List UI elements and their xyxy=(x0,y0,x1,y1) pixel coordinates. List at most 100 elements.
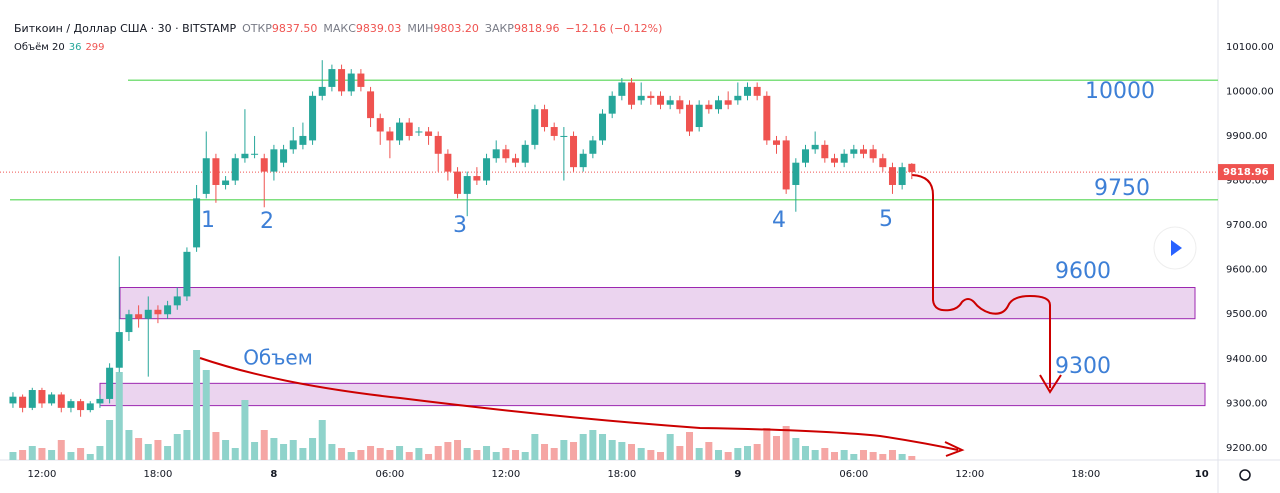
volume-bar xyxy=(512,450,520,460)
candle-body xyxy=(879,158,887,168)
last-price-box xyxy=(1218,164,1274,181)
x-tick-label: 06:00 xyxy=(375,469,404,480)
volume-bar xyxy=(850,454,858,460)
candle-body xyxy=(782,140,790,190)
candle-body xyxy=(309,95,317,141)
volume-bar xyxy=(434,446,442,460)
candle-body xyxy=(318,86,326,96)
volume-bar xyxy=(715,450,723,460)
y-tick-label: 10000.00 xyxy=(1226,86,1274,97)
volume-bar xyxy=(811,450,819,460)
annotation: 10000 xyxy=(1085,79,1155,104)
candle-body xyxy=(19,396,27,408)
candle-body xyxy=(744,86,752,96)
candle-body xyxy=(28,390,36,408)
candle-body xyxy=(811,144,819,150)
candle-body xyxy=(512,158,520,163)
volume-bar xyxy=(96,446,104,460)
candle-body xyxy=(289,140,297,150)
candle-body xyxy=(830,158,838,163)
candle-body xyxy=(144,309,152,319)
candle-body xyxy=(763,95,771,141)
volume-bar xyxy=(898,454,906,460)
y-tick-label: 9600.00 xyxy=(1226,265,1267,276)
volume-bar xyxy=(231,448,239,460)
candle-body xyxy=(599,113,607,141)
candle-body xyxy=(77,401,85,411)
volume-bar xyxy=(299,448,307,460)
candle-body xyxy=(628,82,636,105)
annotation: 9300 xyxy=(1055,354,1111,379)
play-icon[interactable] xyxy=(1171,240,1182,256)
candle-body xyxy=(473,176,481,181)
y-tick-label: 9900.00 xyxy=(1226,131,1267,142)
candle-body xyxy=(483,158,491,181)
annotation: Объем xyxy=(243,346,313,370)
candle-body xyxy=(560,135,568,137)
volume-bar xyxy=(628,444,636,460)
price-zone xyxy=(119,287,1196,320)
x-tick-label: 10 xyxy=(1195,469,1209,480)
volume-bar xyxy=(280,444,288,460)
volume-bar xyxy=(289,440,297,460)
x-tick-label: 12:00 xyxy=(28,469,57,480)
volume-bar xyxy=(772,436,780,460)
symbol: Биткоин / Доллар США · 30 · BITSTAMP xyxy=(14,22,237,35)
settings-icon[interactable] xyxy=(1239,469,1251,481)
volume-bar xyxy=(792,438,800,460)
candle-body xyxy=(231,158,239,181)
volume-bar xyxy=(260,430,268,460)
candle-body xyxy=(695,104,703,128)
volume-bar xyxy=(840,450,848,460)
x-tick-label: 06:00 xyxy=(839,469,868,480)
volume-bar xyxy=(869,452,877,460)
candle-body xyxy=(434,135,442,154)
volume-bar xyxy=(357,450,365,460)
volume-bar xyxy=(28,446,36,460)
candle-body xyxy=(637,95,645,101)
candle-body xyxy=(154,309,162,315)
candle-body xyxy=(38,390,46,404)
candle-body xyxy=(106,367,114,399)
candle-body xyxy=(173,296,181,306)
candle-body xyxy=(705,104,713,110)
candle-body xyxy=(531,109,539,145)
candle-body xyxy=(425,131,433,136)
volume-bar xyxy=(618,442,626,460)
volume-bar xyxy=(676,446,684,460)
volume-bar xyxy=(502,448,510,460)
volume-bar xyxy=(367,446,375,460)
volume-bar xyxy=(830,452,838,460)
volume-bar xyxy=(473,450,481,460)
volume-bar xyxy=(57,440,65,460)
ohlc-value: 9803.20 xyxy=(433,22,479,35)
volume-trend-arrow xyxy=(199,357,965,457)
volume-bar xyxy=(77,448,85,460)
candle-body xyxy=(541,109,549,128)
forecast-arrow xyxy=(911,174,1062,394)
ohlc-label: ЗАКР xyxy=(484,22,514,35)
candle-body xyxy=(492,149,500,159)
volume-bar xyxy=(782,426,790,460)
candle-body xyxy=(376,118,384,132)
candle-body xyxy=(859,149,867,154)
volume-bar xyxy=(318,420,326,460)
y-tick-label: 9400.00 xyxy=(1226,354,1267,365)
candle-body xyxy=(57,394,65,408)
candle-body xyxy=(67,401,75,408)
candle-body xyxy=(86,403,94,411)
candle-body xyxy=(367,91,375,119)
y-tick-label: 9500.00 xyxy=(1226,309,1267,320)
volume-bar xyxy=(492,452,500,460)
candle-body xyxy=(357,73,365,87)
volume-bar xyxy=(531,434,539,460)
candle-body xyxy=(579,153,587,168)
candle-body xyxy=(502,149,510,159)
last-price-label: 9818.96 xyxy=(1223,167,1269,178)
candle-body xyxy=(386,131,394,141)
x-tick-label: 18:00 xyxy=(144,469,173,480)
volume-bar xyxy=(202,370,210,460)
volume-bar xyxy=(763,428,771,460)
volume-bar xyxy=(415,448,423,460)
